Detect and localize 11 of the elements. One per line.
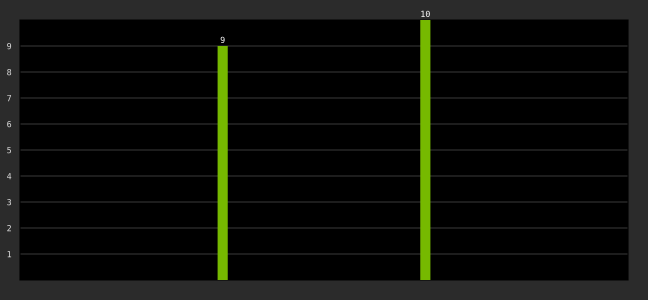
y-tick-label: 3 [7, 199, 12, 206]
y-tick-label: 6 [7, 121, 12, 128]
data-label: 9 [220, 36, 225, 43]
y-tick-label: 2 [7, 225, 11, 232]
data-label: 10 [421, 10, 430, 17]
y-tick-label: 4 [7, 173, 12, 180]
y-tick-label: 5 [7, 147, 11, 154]
y-tick-label: 7 [7, 95, 12, 102]
y-tick-label: 1 [8, 251, 12, 258]
y-tick-label: 9 [7, 43, 12, 50]
y-tick-label: 8 [7, 69, 12, 76]
